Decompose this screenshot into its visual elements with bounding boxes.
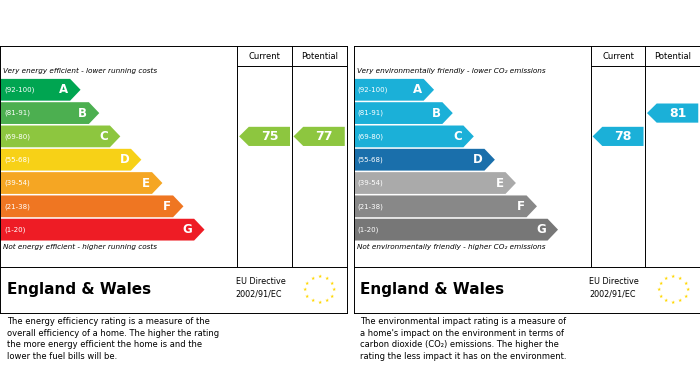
Text: ★: ★ (318, 274, 322, 280)
Text: (39-54): (39-54) (358, 180, 384, 186)
Text: Not environmentally friendly - higher CO₂ emissions: Not environmentally friendly - higher CO… (357, 244, 545, 249)
Text: A: A (60, 83, 69, 96)
Text: ★: ★ (318, 300, 322, 305)
Text: EU Directive
2002/91/EC: EU Directive 2002/91/EC (236, 277, 286, 298)
Text: (1-20): (1-20) (4, 226, 25, 233)
Text: ★: ★ (678, 276, 682, 281)
Polygon shape (0, 196, 183, 217)
Text: Potential: Potential (654, 52, 691, 61)
Text: ★: ★ (330, 294, 334, 299)
Polygon shape (0, 79, 80, 100)
Text: B: B (432, 107, 440, 120)
Text: 75: 75 (260, 130, 278, 143)
Text: Environmental Impact (CO₂) Rating: Environmental Impact (CO₂) Rating (358, 16, 605, 30)
Text: (55-68): (55-68) (358, 156, 384, 163)
Text: The environmental impact rating is a measure of
a home's impact on the environme: The environmental impact rating is a mea… (360, 317, 567, 361)
Text: Very environmentally friendly - lower CO₂ emissions: Very environmentally friendly - lower CO… (357, 68, 545, 74)
Text: EU Directive
2002/91/EC: EU Directive 2002/91/EC (589, 277, 639, 298)
Text: ★: ★ (683, 281, 687, 286)
Text: 77: 77 (315, 130, 332, 143)
Text: ★: ★ (664, 298, 668, 303)
Text: A: A (413, 83, 422, 96)
Text: G: G (536, 223, 546, 236)
Text: (39-54): (39-54) (4, 180, 30, 186)
Text: ★: ★ (671, 274, 676, 280)
Text: (81-91): (81-91) (4, 110, 30, 117)
Polygon shape (354, 149, 495, 170)
Text: ★: ★ (685, 287, 690, 292)
Text: The energy efficiency rating is a measure of the
overall efficiency of a home. T: The energy efficiency rating is a measur… (7, 317, 219, 361)
Text: ★: ★ (325, 298, 329, 303)
Text: F: F (517, 200, 525, 213)
Text: ★: ★ (671, 300, 676, 305)
Text: (1-20): (1-20) (358, 226, 379, 233)
Text: ★: ★ (659, 281, 663, 286)
Text: B: B (78, 107, 87, 120)
Text: (81-91): (81-91) (358, 110, 384, 117)
Text: ★: ★ (310, 298, 315, 303)
Text: 81: 81 (668, 107, 686, 120)
Polygon shape (0, 126, 120, 147)
Polygon shape (0, 219, 204, 240)
Polygon shape (354, 196, 537, 217)
Polygon shape (0, 102, 99, 124)
Text: Very energy efficient - lower running costs: Very energy efficient - lower running co… (4, 68, 158, 74)
Polygon shape (0, 172, 162, 194)
Text: (69-80): (69-80) (358, 133, 384, 140)
Polygon shape (593, 127, 643, 146)
Polygon shape (354, 102, 453, 124)
Text: England & Wales: England & Wales (360, 282, 505, 297)
Text: (21-38): (21-38) (358, 203, 384, 210)
Text: ★: ★ (332, 287, 336, 292)
Text: ★: ★ (664, 276, 668, 281)
Text: G: G (183, 223, 193, 236)
Text: ★: ★ (678, 298, 682, 303)
Text: E: E (142, 176, 150, 190)
Text: ★: ★ (657, 287, 661, 292)
Text: E: E (496, 176, 504, 190)
Text: 78: 78 (614, 130, 631, 143)
Text: C: C (99, 130, 108, 143)
Polygon shape (354, 79, 434, 100)
Polygon shape (647, 104, 699, 123)
Text: ★: ★ (305, 294, 309, 299)
Text: D: D (473, 153, 483, 166)
Text: ★: ★ (305, 281, 309, 286)
Text: F: F (163, 200, 172, 213)
Text: (92-100): (92-100) (4, 86, 34, 93)
Polygon shape (0, 149, 141, 170)
Polygon shape (354, 126, 474, 147)
Text: Current: Current (602, 52, 634, 61)
Text: (92-100): (92-100) (358, 86, 388, 93)
Text: ★: ★ (325, 276, 329, 281)
Polygon shape (354, 172, 516, 194)
Text: ★: ★ (683, 294, 687, 299)
Text: C: C (453, 130, 462, 143)
Polygon shape (354, 219, 558, 240)
Text: ★: ★ (303, 287, 307, 292)
Text: England & Wales: England & Wales (7, 282, 151, 297)
Text: Potential: Potential (300, 52, 337, 61)
Polygon shape (239, 127, 290, 146)
Text: Not energy efficient - higher running costs: Not energy efficient - higher running co… (4, 244, 158, 249)
Text: Current: Current (248, 52, 281, 61)
Text: D: D (120, 153, 130, 166)
Text: ★: ★ (659, 294, 663, 299)
Text: ★: ★ (330, 281, 334, 286)
Polygon shape (293, 127, 345, 146)
Text: (55-68): (55-68) (4, 156, 30, 163)
Text: (21-38): (21-38) (4, 203, 30, 210)
Text: (69-80): (69-80) (4, 133, 30, 140)
Text: Energy Efficiency Rating: Energy Efficiency Rating (5, 16, 177, 30)
Text: ★: ★ (310, 276, 315, 281)
